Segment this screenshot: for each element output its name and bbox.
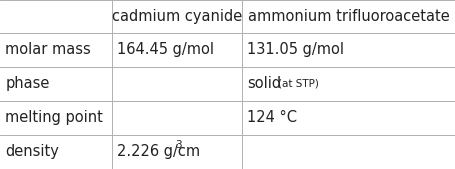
- Text: 164.45 g/mol: 164.45 g/mol: [117, 42, 214, 57]
- Text: 3: 3: [175, 140, 182, 150]
- Text: 131.05 g/mol: 131.05 g/mol: [247, 42, 344, 57]
- Text: ammonium trifluoroacetate: ammonium trifluoroacetate: [248, 9, 449, 24]
- Text: melting point: melting point: [5, 111, 103, 126]
- Text: 124 °C: 124 °C: [247, 111, 297, 126]
- Text: (at STP): (at STP): [278, 79, 318, 89]
- Text: cadmium cyanide: cadmium cyanide: [111, 9, 241, 24]
- Text: phase: phase: [5, 76, 50, 91]
- Text: density: density: [5, 144, 59, 160]
- Text: 2.226 g/cm: 2.226 g/cm: [117, 144, 200, 160]
- Text: molar mass: molar mass: [5, 42, 91, 57]
- Text: solid: solid: [247, 76, 281, 91]
